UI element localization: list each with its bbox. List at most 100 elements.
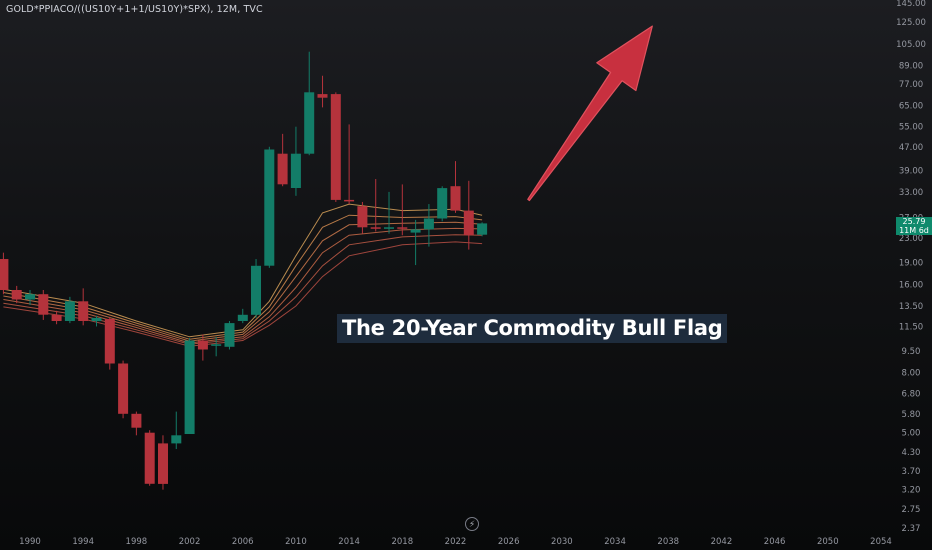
x-tick-label: 2010 — [285, 537, 307, 547]
candle-body — [25, 294, 35, 300]
candle — [344, 124, 355, 205]
candle-body — [450, 186, 461, 211]
x-tick-label: 2006 — [232, 537, 254, 547]
candle — [290, 126, 301, 196]
candle — [357, 201, 368, 234]
moving-average-ribbon — [3, 203, 483, 347]
candle — [25, 289, 35, 306]
chart-title: GOLD*PPIACO/((US10Y+1+1/US10Y)*SPX), 12M… — [6, 4, 263, 15]
candle — [51, 310, 62, 325]
x-tick-label: 2022 — [445, 537, 467, 547]
time-axis: 1990 1994 1998 2002 2006 2010 2014 2018 2022 2026… — [19, 537, 892, 547]
y-tick-label: 16.00 — [899, 280, 923, 290]
bar-countdown-label: 11M 6d — [899, 226, 929, 235]
candle-body — [264, 149, 275, 266]
projection-arrow — [527, 25, 653, 202]
candle — [330, 92, 341, 202]
candle-body — [251, 265, 261, 315]
candle-body — [38, 294, 49, 315]
projection-arrow-layer — [527, 25, 653, 202]
y-tick-label: 47.00 — [899, 143, 923, 153]
lightning-icon[interactable]: ⚡ — [465, 517, 479, 531]
x-tick-label: 1994 — [72, 537, 94, 547]
candle-body — [277, 153, 288, 185]
last-price-badge: 25.79 11M 6d — [896, 217, 932, 235]
x-tick-label: 2034 — [604, 537, 626, 547]
candle-body — [158, 443, 168, 484]
candle-body — [463, 210, 474, 236]
y-tick-label: 9.50 — [902, 347, 921, 357]
price-axis: 145.00 125.00 105.00 89.00 77.00 65.00 55.00 47… — [896, 0, 926, 534]
candle — [91, 315, 102, 327]
candle-body — [423, 218, 434, 230]
candle — [104, 316, 115, 370]
candle-body — [197, 340, 208, 350]
y-tick-label: 6.80 — [902, 389, 921, 399]
candle — [463, 180, 474, 250]
y-tick-label: 55.00 — [899, 123, 923, 133]
y-tick-label: 77.00 — [899, 80, 923, 90]
candle-body — [64, 301, 75, 321]
x-tick-label: 2030 — [551, 537, 573, 547]
candle-body — [237, 314, 248, 321]
candle — [317, 75, 328, 108]
candle — [370, 179, 381, 232]
candle — [264, 146, 275, 268]
candle-body — [330, 94, 341, 200]
y-tick-label: 39.00 — [899, 167, 923, 177]
x-tick-label: 2014 — [338, 537, 360, 547]
y-tick-label: 4.30 — [902, 448, 921, 458]
candle — [78, 288, 89, 326]
y-tick-label: 105.00 — [896, 40, 926, 50]
candlestick-series — [0, 51, 488, 490]
candle-body — [397, 227, 408, 229]
y-tick-label: 65.00 — [899, 101, 923, 111]
candle — [118, 360, 129, 419]
candle — [410, 219, 421, 266]
candle-body — [118, 363, 129, 414]
candle — [11, 285, 22, 304]
x-tick-label: 2042 — [711, 537, 733, 547]
candle — [397, 184, 408, 236]
y-tick-label: 3.70 — [902, 467, 921, 477]
candle-body — [171, 435, 182, 444]
candle-body — [144, 432, 155, 484]
candle — [384, 191, 394, 234]
y-tick-label: 19.00 — [899, 258, 923, 268]
x-tick-label: 2026 — [498, 537, 520, 547]
x-tick-label: 2002 — [179, 537, 201, 547]
x-tick-label: 1990 — [19, 537, 41, 547]
moving-average-line — [3, 214, 483, 340]
candle — [184, 338, 195, 435]
y-tick-label: 2.37 — [902, 524, 921, 534]
candle-body — [51, 314, 62, 321]
candle — [197, 334, 208, 361]
candle-body — [477, 223, 488, 235]
candle — [277, 133, 288, 187]
candle-body — [184, 340, 195, 434]
candle-body — [211, 344, 222, 346]
candle-body — [0, 259, 9, 290]
y-tick-label: 23.00 — [899, 234, 923, 244]
bull-flag-annotation[interactable]: The 20-Year Commodity Bull Flag — [337, 314, 728, 343]
candle-body — [370, 227, 381, 229]
moving-average-line — [3, 241, 483, 347]
y-tick-label: 13.50 — [899, 302, 923, 312]
candle-body — [78, 301, 89, 321]
candle — [64, 296, 75, 324]
y-tick-label: 145.00 — [896, 0, 926, 9]
candle-body — [437, 188, 448, 219]
y-tick-label: 5.00 — [902, 429, 921, 439]
candle — [477, 222, 488, 237]
y-tick-label: 33.00 — [899, 188, 923, 198]
candle — [450, 161, 461, 213]
candle-body — [131, 413, 142, 428]
candle-body — [317, 94, 328, 98]
moving-average-line — [3, 203, 483, 338]
x-tick-label: 2046 — [764, 537, 786, 547]
moving-average-line — [3, 234, 483, 345]
candle — [211, 336, 222, 357]
last-price-label: 25.79 — [902, 217, 926, 226]
